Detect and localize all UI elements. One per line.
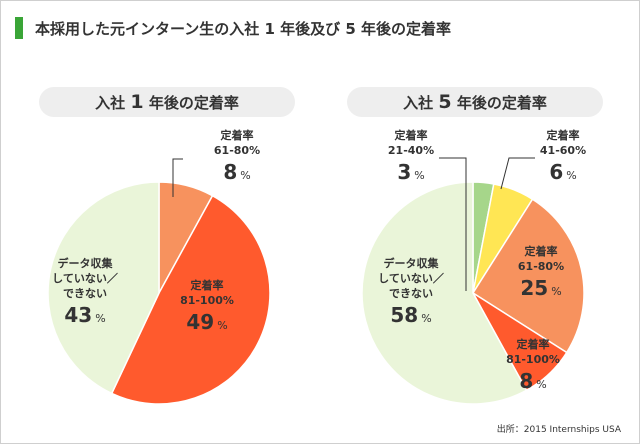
pie-1-label-3: データ収集していない／できない 43%	[52, 256, 118, 327]
chart-2-title-suffix: 年後の定着率	[456, 94, 547, 112]
pie-2-leader-2	[500, 157, 535, 190]
pie-1-leader-1	[172, 158, 183, 197]
pie-2-slice-3	[471, 198, 585, 354]
pie-1-slice-3	[47, 181, 160, 395]
chart-1-title-number: 1	[130, 91, 144, 113]
pie-2-label-4: 定着率 81-100% 8%	[506, 337, 560, 393]
pie-2-leader-1	[439, 157, 467, 291]
pie-1	[47, 181, 271, 405]
pie-2-label-1: 定着率 21-40% 3%	[388, 128, 434, 184]
chart-1-title-suffix: 年後の定着率	[148, 94, 239, 112]
pie-2-label-2: 定着率 41-60% 6%	[540, 128, 586, 184]
chart-2-title-prefix: 入社	[403, 94, 434, 112]
main-title: 本採用した元インターン生の入社 1 年後及び 5 年後の定着率	[35, 20, 452, 38]
chart-2-title: 入社 5 年後の定着率	[347, 87, 603, 117]
pie-2-label-3: 定着率 61-80% 25%	[518, 244, 564, 300]
pie-2-label-5: データ収集していない／できない 58%	[378, 256, 444, 327]
pie-1-slice-2	[110, 194, 271, 405]
pie-2-slice-5	[361, 181, 528, 405]
title-accent-bar	[15, 17, 23, 39]
pie-1-label-1: 定着率 61-80% 8%	[214, 128, 260, 184]
chart-2-title-number: 5	[438, 91, 452, 113]
chart-1-title-prefix: 入社	[95, 94, 126, 112]
pie-2	[361, 181, 585, 405]
pie-1-label-2: 定着率 81-100% 49%	[180, 278, 234, 334]
source-note: 出所：2015 Internships USA	[496, 425, 621, 435]
chart-1-title: 入社 1 年後の定着率	[39, 87, 295, 117]
